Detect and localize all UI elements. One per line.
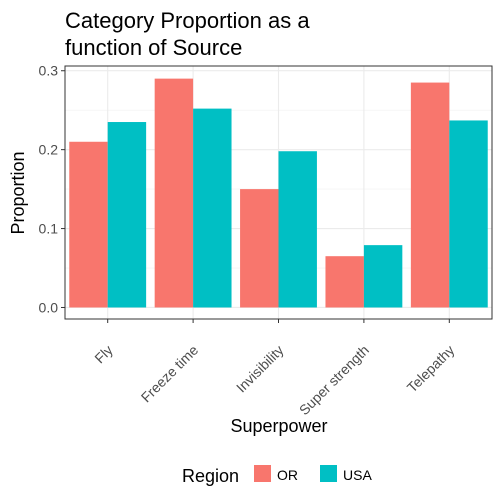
legend-label-usa: USA bbox=[343, 467, 372, 483]
y-tick-label: 0.2 bbox=[39, 142, 59, 158]
x-axis-title: Superpower bbox=[230, 416, 327, 436]
bar-usa-telepathy bbox=[449, 120, 488, 308]
bar-or-super-strength bbox=[325, 256, 364, 308]
legend-title: Region bbox=[182, 466, 239, 486]
y-axis-title: Proportion bbox=[8, 151, 28, 234]
legend-label-or: OR bbox=[277, 467, 298, 483]
plot-area: 0.0 0.1 0.2 0.3 Fly Freeze time Invisibility Su… bbox=[39, 63, 493, 418]
bar-usa-super-strength bbox=[363, 245, 403, 308]
y-tick-label: 0.1 bbox=[39, 221, 59, 237]
y-tick-label: 0.3 bbox=[39, 63, 59, 79]
bar-or-invisibility bbox=[240, 189, 279, 308]
legend: Region OR USA bbox=[182, 465, 372, 486]
bar-usa-freeze-time bbox=[193, 108, 232, 308]
x-tick-label: Freeze time bbox=[138, 342, 202, 406]
x-tick-label: Fly bbox=[91, 342, 116, 367]
legend-key-usa bbox=[320, 465, 337, 482]
chart-title-line-2: function of Source bbox=[65, 35, 242, 60]
bar-usa-fly bbox=[107, 122, 147, 308]
x-tick-label: Invisibility bbox=[233, 342, 287, 396]
bar-or-fly bbox=[69, 141, 108, 308]
y-tick-label: 0.0 bbox=[39, 299, 59, 315]
x-tick-label: Telepathy bbox=[404, 342, 458, 396]
bar-or-freeze-time bbox=[154, 78, 194, 308]
chart-title-line-1: Category Proportion as a bbox=[65, 8, 310, 33]
bar-usa-invisibility bbox=[278, 151, 317, 308]
bar-or-telepathy bbox=[410, 82, 450, 308]
x-tick-label: Super strength bbox=[296, 342, 372, 418]
legend-key-or bbox=[254, 465, 271, 482]
